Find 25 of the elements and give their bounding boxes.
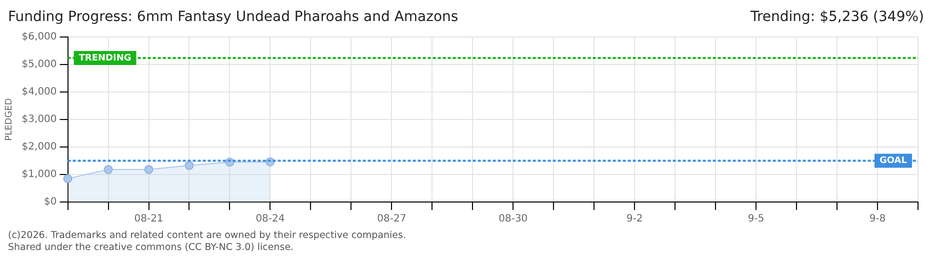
chart-title: Funding Progress: 6mm Fantasy Undead Pharoahs and Amazons bbox=[8, 9, 458, 25]
y-tick-label: $0 bbox=[44, 196, 57, 208]
y-tick-label: $6,000 bbox=[22, 32, 57, 43]
text: (c)2026. Trademarks and related content are owned by their respective companies. bbox=[8, 230, 407, 242]
y-axis-title: PLEDGED bbox=[4, 98, 15, 141]
x-tick-label: 08-27 bbox=[377, 214, 406, 225]
x-tick-label: 9-5 bbox=[748, 214, 764, 225]
x-tick-label: 08-30 bbox=[498, 214, 528, 225]
point bbox=[63, 174, 72, 184]
point bbox=[144, 165, 154, 174]
point bbox=[104, 165, 113, 174]
y-tick-label: $5,000 bbox=[22, 59, 57, 70]
x-tick-label: 08-21 bbox=[134, 214, 164, 225]
point bbox=[184, 160, 194, 170]
chart-subtitle: Trending: $5,236 (349%) bbox=[750, 9, 924, 25]
x-tick-label: 9-2 bbox=[626, 214, 643, 225]
y-tick-label: $1,000 bbox=[22, 169, 57, 180]
ref-line-label: GOAL bbox=[880, 156, 908, 166]
y-tick-label: $4,000 bbox=[22, 86, 57, 98]
y-tick-label: $3,000 bbox=[22, 114, 57, 126]
x-tick-label: 9-8 bbox=[869, 214, 886, 225]
y-tick-label: $2,000 bbox=[22, 142, 57, 153]
text: Shared under the creative commons (CC BY-NC 3.0) license. bbox=[8, 242, 295, 254]
ref-line-label: TRENDING bbox=[78, 53, 132, 64]
x-tick-label: 08-24 bbox=[256, 214, 285, 225]
